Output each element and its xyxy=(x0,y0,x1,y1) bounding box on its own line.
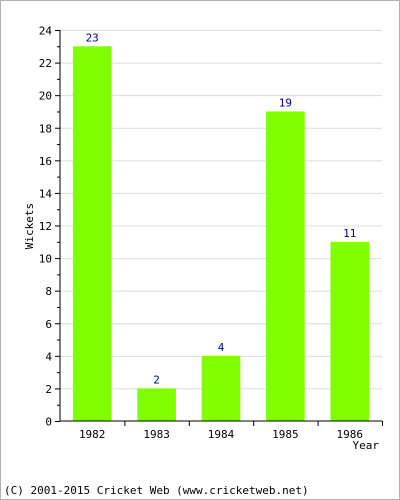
y-tick-label: 8 xyxy=(45,285,52,298)
bar-1983 xyxy=(137,388,176,421)
y-tick-label: 2 xyxy=(45,383,52,396)
x-axis-title: Year xyxy=(353,439,380,452)
data-label: 11 xyxy=(343,227,356,240)
y-tick-label: 24 xyxy=(39,25,53,38)
y-tick-label: 0 xyxy=(45,416,52,429)
y-tick-label: 16 xyxy=(39,155,52,168)
y-tick-label: 14 xyxy=(39,187,53,200)
y-tick-label: 20 xyxy=(39,90,52,103)
y-axis-title: Wickets xyxy=(23,203,36,249)
data-label: 19 xyxy=(279,96,292,109)
x-tick-label: 1984 xyxy=(208,428,235,441)
copyright-text: (C) 2001-2015 Cricket Web (www.cricketwe… xyxy=(4,484,309,497)
x-tick-label: 1982 xyxy=(79,428,106,441)
gridlines xyxy=(60,30,382,390)
data-label: 23 xyxy=(86,31,99,44)
bar-1986 xyxy=(330,241,370,421)
x-tick-label: 1983 xyxy=(143,428,170,441)
data-label: 2 xyxy=(153,373,160,386)
data-label: 4 xyxy=(218,341,225,354)
bars xyxy=(72,46,370,422)
bar-1985 xyxy=(266,111,305,421)
x-tick-label: 1986 xyxy=(337,428,364,441)
y-tick-label: 4 xyxy=(45,350,52,363)
data-labels: 23 2 4 19 11 xyxy=(86,31,357,386)
x-tick-label: 1985 xyxy=(272,428,299,441)
y-tick-label: 6 xyxy=(45,318,52,331)
bar-1984 xyxy=(201,355,241,421)
y-tick-label: 12 xyxy=(39,220,52,233)
x-ticks: 1982 1983 1984 1985 1986 xyxy=(79,421,383,441)
y-tick-label: 22 xyxy=(39,57,52,70)
y-tick-label: 10 xyxy=(39,253,52,266)
bar-1982 xyxy=(72,46,112,422)
y-tick-label: 18 xyxy=(39,122,52,135)
